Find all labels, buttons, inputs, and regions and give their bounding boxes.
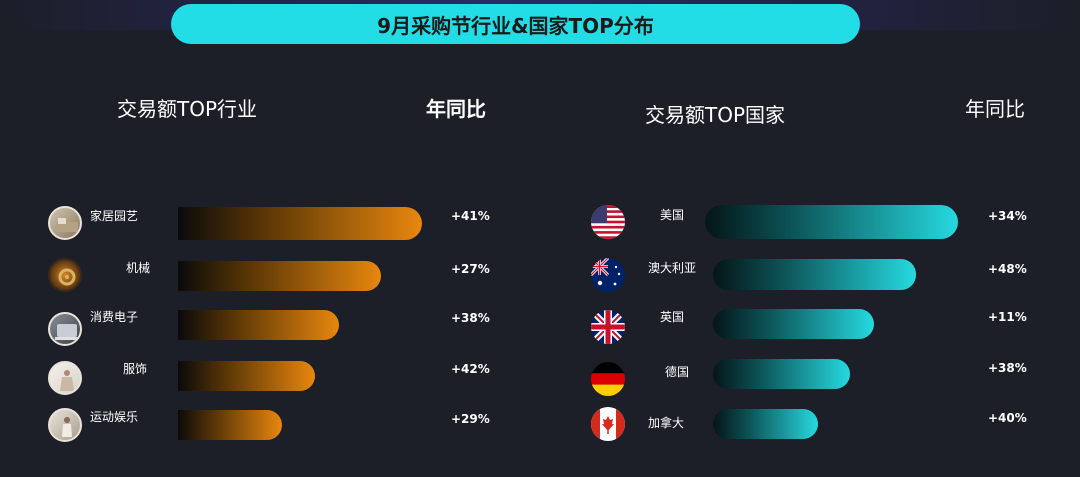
home-garden-thumbnail-icon: [48, 206, 82, 240]
country-bar: [705, 205, 958, 239]
country-label: 英国: [660, 310, 685, 324]
country-yoy-value: +40%: [988, 411, 1027, 425]
industry-yoy-value: +27%: [451, 262, 490, 276]
country-label: 美国: [660, 208, 685, 222]
industry-label: 机械: [126, 261, 151, 275]
usa-flag-icon: [591, 205, 625, 239]
industry-yoy-value: +38%: [451, 311, 490, 325]
page-title: 9月采购节行业&国家TOP分布: [171, 4, 860, 44]
canada-flag-icon: [591, 407, 625, 441]
country-label: 加拿大: [648, 416, 685, 430]
consumer-electronics-thumbnail-icon: [48, 312, 82, 346]
industry-yoy-value: +41%: [451, 209, 490, 223]
industry-bar: [178, 261, 381, 291]
country-bar: [713, 259, 916, 290]
industry-bar: [178, 410, 282, 440]
uk-flag-icon: [591, 310, 625, 344]
country-yoy-value: +11%: [988, 310, 1027, 324]
sports-entertainment-thumbnail-icon: [48, 408, 82, 442]
country-bar: [713, 359, 850, 389]
page-title-text: 9月采购节行业&国家TOP分布: [377, 13, 654, 38]
machinery-thumbnail-icon: [48, 258, 82, 292]
industry-label: 家居园艺: [90, 209, 139, 223]
country-label: 澳大利亚: [648, 261, 697, 275]
right-yoy-heading: 年同比: [965, 97, 1025, 121]
industry-bar: [178, 310, 339, 340]
industry-bar: [178, 207, 422, 240]
industry-bar: [178, 361, 315, 391]
apparel-thumbnail-icon: [48, 361, 82, 395]
right-heading: 交易额TOP国家: [645, 103, 786, 127]
country-bar: [713, 409, 818, 439]
country-yoy-value: +38%: [988, 361, 1027, 375]
industry-yoy-value: +29%: [451, 412, 490, 426]
industry-yoy-value: +42%: [451, 362, 490, 376]
industry-label: 服饰: [123, 362, 148, 376]
country-bar: [713, 309, 874, 339]
country-label: 德国: [665, 365, 690, 379]
left-yoy-heading: 年同比: [426, 97, 486, 121]
country-yoy-value: +48%: [988, 262, 1027, 276]
country-yoy-value: +34%: [988, 209, 1027, 223]
industry-label: 运动娱乐: [90, 410, 139, 424]
industry-label: 消费电子: [90, 310, 139, 324]
left-heading: 交易额TOP行业: [117, 97, 258, 121]
australia-flag-icon: [591, 258, 625, 292]
germany-flag-icon: [591, 362, 625, 396]
